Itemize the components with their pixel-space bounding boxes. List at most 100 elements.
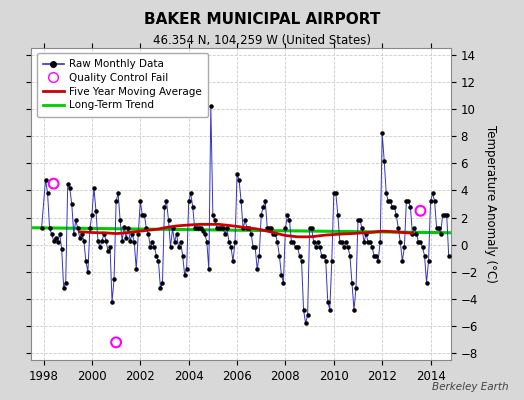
Point (138, 212, 147, 218)
Point (386, 198, 395, 204)
Point (271, 231, 279, 237)
Point (51, 235, 60, 241)
Point (265, 225, 274, 232)
Point (392, 212, 400, 218)
Point (154, 258, 162, 264)
Point (124, 225, 133, 232)
Point (144, 231, 152, 237)
Point (350, 307, 358, 313)
Point (180, 271, 189, 278)
Point (61, 280, 70, 286)
Point (427, 198, 435, 204)
Point (162, 198, 171, 204)
Point (330, 190, 338, 196)
Point (201, 231, 209, 237)
Point (422, 280, 431, 286)
Point (279, 280, 288, 286)
Point (86, 225, 94, 232)
Point (53, 239, 62, 245)
Point (84, 269, 92, 275)
Point (219, 225, 227, 232)
Point (114, 190, 122, 196)
Point (177, 239, 185, 245)
Point (291, 244, 300, 251)
Point (184, 198, 193, 204)
Point (390, 204, 398, 210)
Point (46, 225, 54, 232)
Point (182, 266, 191, 272)
Point (192, 225, 201, 232)
Point (360, 239, 368, 245)
Point (128, 231, 136, 237)
Point (118, 238, 126, 244)
Point (400, 244, 409, 251)
Point (414, 239, 423, 245)
Point (78, 231, 86, 237)
Point (308, 225, 316, 232)
Point (60, 285, 68, 291)
Point (263, 225, 271, 232)
Point (376, 239, 385, 245)
Point (211, 217, 219, 224)
Point (96, 244, 104, 251)
Point (368, 244, 376, 251)
Point (410, 225, 419, 232)
Text: 46.354 N, 104.259 W (United States): 46.354 N, 104.259 W (United States) (153, 34, 371, 47)
Point (328, 258, 336, 264)
Point (251, 244, 259, 251)
Point (336, 239, 344, 245)
Point (323, 298, 332, 305)
Point (229, 258, 237, 264)
Point (37, 225, 46, 232)
Point (189, 204, 197, 210)
Point (104, 248, 112, 255)
Point (358, 225, 366, 232)
Point (311, 244, 320, 251)
Point (249, 244, 257, 251)
Point (388, 204, 397, 210)
Point (277, 271, 286, 278)
Point (378, 130, 386, 137)
Point (196, 225, 205, 232)
Point (233, 171, 241, 177)
Point (160, 204, 169, 210)
Point (110, 276, 118, 282)
Point (303, 312, 312, 318)
Point (205, 266, 213, 272)
Point (305, 225, 314, 232)
Point (436, 231, 445, 237)
Point (245, 225, 253, 232)
Point (68, 201, 76, 207)
Point (194, 225, 203, 232)
Point (441, 212, 449, 218)
Point (70, 231, 78, 237)
Point (136, 198, 145, 204)
Point (142, 225, 150, 232)
Point (340, 244, 348, 251)
Point (82, 258, 90, 264)
Point (412, 231, 421, 237)
Point (170, 239, 179, 245)
Point (235, 176, 243, 183)
Point (49, 238, 58, 244)
Point (146, 244, 155, 251)
Point (313, 239, 322, 245)
Point (213, 225, 221, 232)
Point (166, 244, 174, 251)
Point (66, 184, 74, 191)
Point (199, 228, 207, 234)
Point (281, 225, 290, 232)
Point (444, 252, 453, 259)
Point (94, 238, 102, 244)
Point (322, 258, 330, 264)
Point (134, 231, 143, 237)
Point (342, 239, 350, 245)
Point (58, 246, 66, 252)
Point (320, 252, 328, 259)
Point (120, 224, 128, 230)
Point (273, 239, 281, 245)
Point (90, 184, 98, 191)
Point (130, 239, 138, 245)
Point (49, 180, 58, 187)
Point (354, 217, 362, 224)
